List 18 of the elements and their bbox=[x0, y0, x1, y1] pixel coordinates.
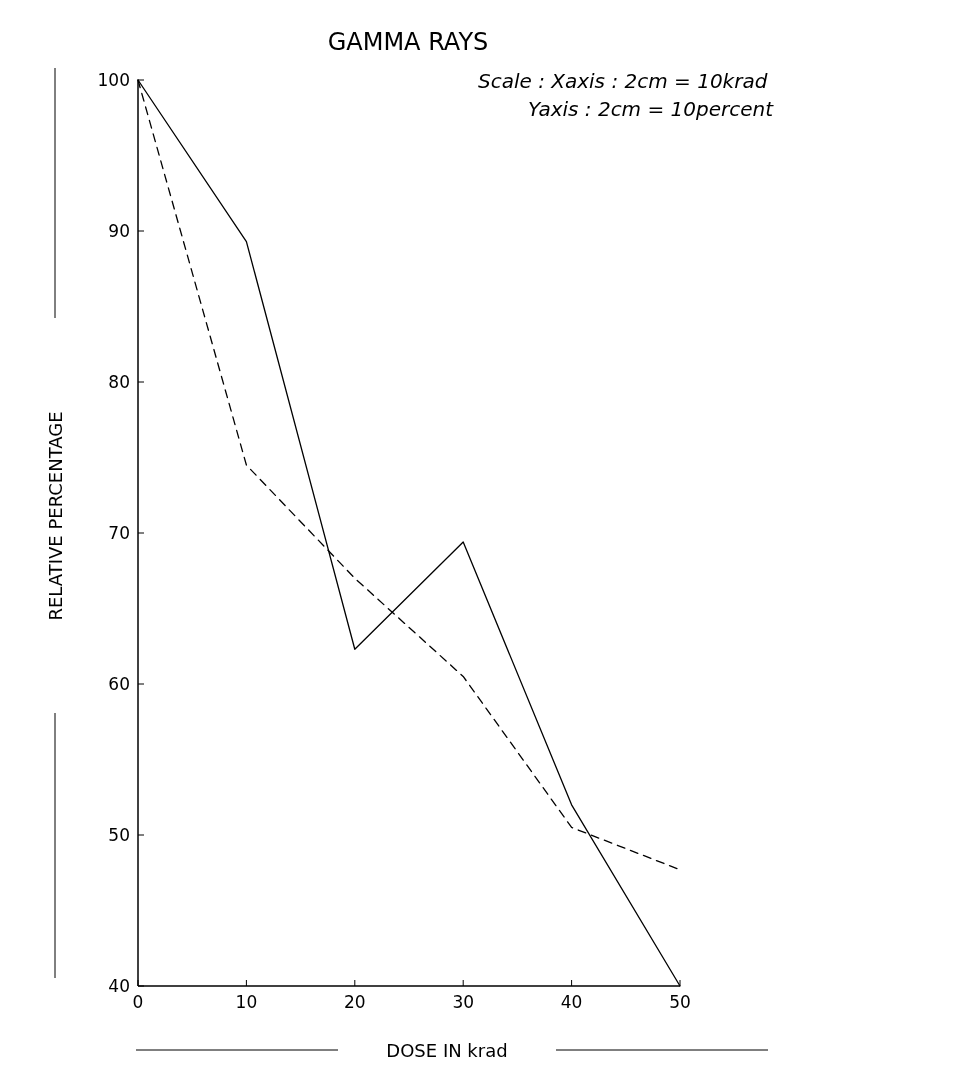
y-tick-label: 60 bbox=[108, 674, 130, 694]
y-tick-label: 80 bbox=[108, 372, 130, 392]
y-axis-title: RELATIVE PERCENTAGE bbox=[45, 411, 66, 621]
y-tick-label: 90 bbox=[108, 221, 130, 241]
annotation: Yaxis : 2cm = 10percent bbox=[528, 97, 775, 121]
x-tick-label: 10 bbox=[235, 992, 258, 1012]
chart-title: GAMMA RAYS bbox=[327, 28, 489, 56]
y-tick-label: 40 bbox=[108, 976, 130, 996]
y-tick-label: 100 bbox=[97, 70, 130, 90]
x-tick-label: 0 bbox=[132, 992, 144, 1012]
x-tick-label: 20 bbox=[343, 992, 366, 1012]
x-tick-label: 50 bbox=[669, 992, 691, 1012]
x-axis-title: DOSE IN krad bbox=[386, 1040, 508, 1061]
annotation: Scale : Xaxis : 2cm = 10krad bbox=[478, 69, 768, 93]
x-tick-label: 40 bbox=[560, 992, 583, 1012]
y-tick-label: 50 bbox=[108, 825, 130, 845]
y-tick-label: 70 bbox=[108, 523, 130, 543]
x-tick-label: 30 bbox=[452, 992, 475, 1012]
